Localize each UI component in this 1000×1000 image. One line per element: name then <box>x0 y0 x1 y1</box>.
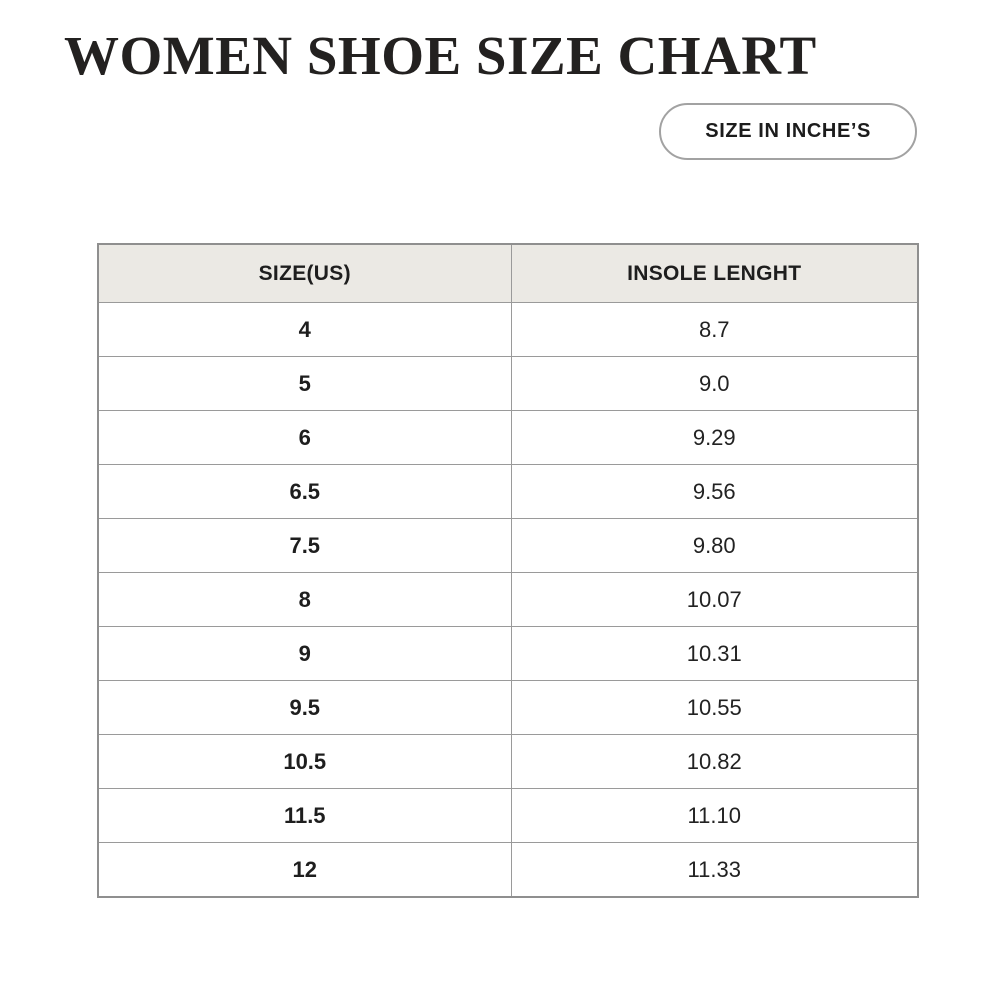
size-us-cell: 6 <box>97 410 512 465</box>
table-row: 6 9.29 <box>97 410 919 465</box>
insole-length-cell: 10.31 <box>510 626 919 681</box>
table-row: 9.5 10.55 <box>97 680 919 735</box>
insole-length-cell: 9.29 <box>510 410 919 465</box>
size-us-cell: 4 <box>97 302 512 357</box>
insole-length-cell: 9.56 <box>510 464 919 519</box>
insole-length-cell: 8.7 <box>510 302 919 357</box>
insole-length-cell: 11.33 <box>510 842 919 898</box>
table-row: 7.5 9.80 <box>97 518 919 573</box>
header-row: SIZE(US) INSOLE LENGHT <box>97 243 919 303</box>
table-row: 9 10.31 <box>97 626 919 681</box>
insole-length-cell: 9.0 <box>510 356 919 411</box>
size-us-cell: 9.5 <box>97 680 512 735</box>
page-title: WOMEN SHOE SIZE CHART <box>64 25 817 86</box>
insole-length-cell: 10.55 <box>510 680 919 735</box>
table-row: 4 8.7 <box>97 302 919 357</box>
insole-length-cell: 10.82 <box>510 734 919 789</box>
table-row: 11.5 11.10 <box>97 788 919 843</box>
table-row: 5 9.0 <box>97 356 919 411</box>
table-row: 10.5 10.82 <box>97 734 919 789</box>
insole-length-cell: 10.07 <box>510 572 919 627</box>
insole-length-cell: 9.80 <box>510 518 919 573</box>
table-row: 6.5 9.56 <box>97 464 919 519</box>
size-table-body: 4 8.7 5 9.0 6 9.29 6.5 9.56 7.5 9.80 8 10.07 9 10.31 9… <box>97 302 919 898</box>
table-row: 8 10.07 <box>97 572 919 627</box>
size-us-header-cell: SIZE(US) <box>97 243 512 303</box>
size-us-cell: 6.5 <box>97 464 512 519</box>
unit-toggle-button[interactable]: SIZE IN INCHE’S <box>659 103 917 160</box>
insole-length-cell: 11.10 <box>510 788 919 843</box>
size-us-cell: 8 <box>97 572 512 627</box>
size-us-cell: 12 <box>97 842 512 898</box>
size-us-cell: 9 <box>97 626 512 681</box>
size-us-cell: 5 <box>97 356 512 411</box>
size-us-cell: 11.5 <box>97 788 512 843</box>
table-row: 12 11.33 <box>97 842 919 898</box>
size-table: SIZE(US) INSOLE LENGHT 4 8.7 5 9.0 6 9.29 6.5 9… <box>97 243 919 898</box>
size-us-cell: 10.5 <box>97 734 512 789</box>
insole-length-header-cell: INSOLE LENGHT <box>510 243 919 303</box>
size-us-cell: 7.5 <box>97 518 512 573</box>
size-table-header: SIZE(US) INSOLE LENGHT <box>97 243 919 303</box>
